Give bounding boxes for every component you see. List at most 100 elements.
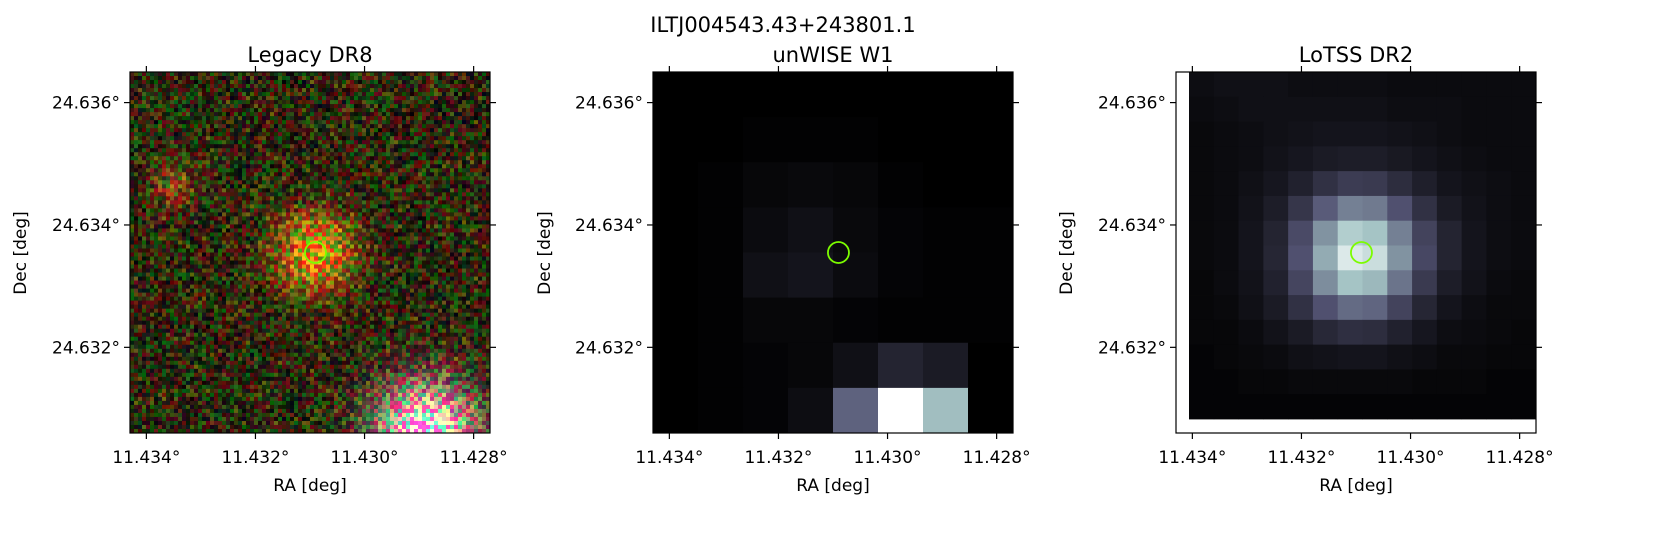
image-pixel — [318, 184, 323, 189]
image-pixel — [130, 180, 135, 185]
image-pixel — [170, 276, 175, 282]
image-pixel — [262, 188, 267, 193]
image-pixel — [442, 72, 447, 77]
image-pixel — [362, 164, 367, 169]
image-pixel — [182, 288, 187, 294]
image-pixel — [254, 240, 259, 245]
image-pixel — [246, 256, 251, 262]
image-pixel — [154, 84, 159, 89]
image-pixel — [394, 132, 399, 137]
image-pixel — [422, 288, 427, 294]
image-pixel — [462, 196, 467, 201]
image-pixel — [470, 248, 475, 253]
image-pixel — [182, 252, 187, 258]
image-pixel — [326, 100, 331, 105]
image-pixel — [366, 288, 371, 294]
image-pixel — [326, 112, 331, 117]
image-pixel — [442, 124, 447, 129]
image-pixel — [274, 124, 279, 129]
image-pixel — [242, 184, 247, 189]
image-pixel — [190, 232, 195, 237]
image-pixel — [414, 252, 419, 258]
image-pixel — [270, 224, 275, 229]
image-pixel — [218, 288, 223, 294]
image-pixel — [230, 268, 235, 274]
image-pixel — [326, 176, 331, 181]
image-pixel — [426, 136, 431, 141]
image-pixel — [426, 232, 431, 237]
image-pixel — [246, 92, 251, 97]
image-pixel — [206, 260, 211, 266]
image-pixel — [354, 208, 359, 213]
image-pixel — [422, 264, 427, 270]
image-pixel — [198, 72, 203, 77]
image-pixel — [382, 188, 387, 193]
image-pixel — [326, 188, 331, 193]
image-pixel — [342, 124, 347, 129]
image-pixel — [334, 216, 339, 221]
image-pixel — [166, 148, 171, 153]
image-pixel — [182, 260, 187, 266]
image-pixel — [250, 216, 255, 221]
image-pixel — [406, 148, 411, 153]
image-pixel — [150, 120, 155, 125]
image-pixel — [254, 176, 259, 181]
image-pixel — [190, 268, 195, 274]
image-pixel — [174, 204, 179, 209]
image-pixel — [386, 120, 391, 125]
image-pixel — [246, 176, 251, 181]
image-pixel — [446, 100, 451, 105]
image-pixel — [230, 152, 235, 157]
image-pixel — [302, 216, 307, 221]
image-pixel — [318, 280, 323, 286]
image-pixel — [278, 224, 283, 229]
image-pixel — [458, 208, 463, 213]
image-pixel — [378, 200, 383, 205]
image-pixel — [222, 252, 227, 258]
image-pixel — [298, 164, 303, 169]
image-pixel — [138, 188, 143, 193]
image-pixel — [194, 224, 199, 229]
image-pixel — [478, 248, 483, 253]
image-pixel — [326, 128, 331, 133]
image-pixel — [374, 156, 379, 161]
image-pixel — [270, 88, 275, 93]
image-pixel — [234, 292, 239, 298]
image-pixel — [230, 180, 235, 185]
image-pixel — [446, 180, 451, 185]
image-pixel — [234, 196, 239, 201]
image-pixel — [470, 168, 475, 173]
image-pixel — [226, 116, 231, 121]
image-pixel — [206, 164, 211, 169]
image-pixel — [226, 208, 231, 213]
image-pixel — [166, 220, 171, 225]
image-pixel — [438, 80, 443, 85]
image-pixel — [394, 284, 399, 290]
image-pixel — [318, 272, 323, 278]
image-pixel — [418, 208, 423, 213]
image-pixel — [390, 156, 395, 161]
image-pixel — [458, 160, 463, 165]
image-pixel — [322, 204, 327, 209]
image-pixel — [366, 244, 371, 249]
image-pixel — [198, 136, 203, 141]
image-pixel — [302, 164, 307, 169]
image-pixel — [282, 152, 287, 157]
image-pixel — [186, 292, 191, 298]
image-pixel — [250, 164, 255, 169]
image-pixel — [174, 136, 179, 141]
image-pixel — [426, 176, 431, 181]
image-pixel — [302, 200, 307, 205]
image-pixel — [238, 172, 243, 177]
image-pixel — [442, 96, 447, 101]
image-pixel — [262, 80, 267, 85]
image-pixel — [154, 100, 159, 105]
image-pixel — [290, 164, 295, 169]
image-pixel — [286, 200, 291, 205]
image-pixel — [318, 180, 323, 185]
image-pixel — [218, 272, 223, 278]
image-pixel — [426, 80, 431, 85]
image-pixel — [186, 224, 191, 229]
image-pixel — [178, 164, 183, 169]
image-pixel — [342, 256, 347, 262]
